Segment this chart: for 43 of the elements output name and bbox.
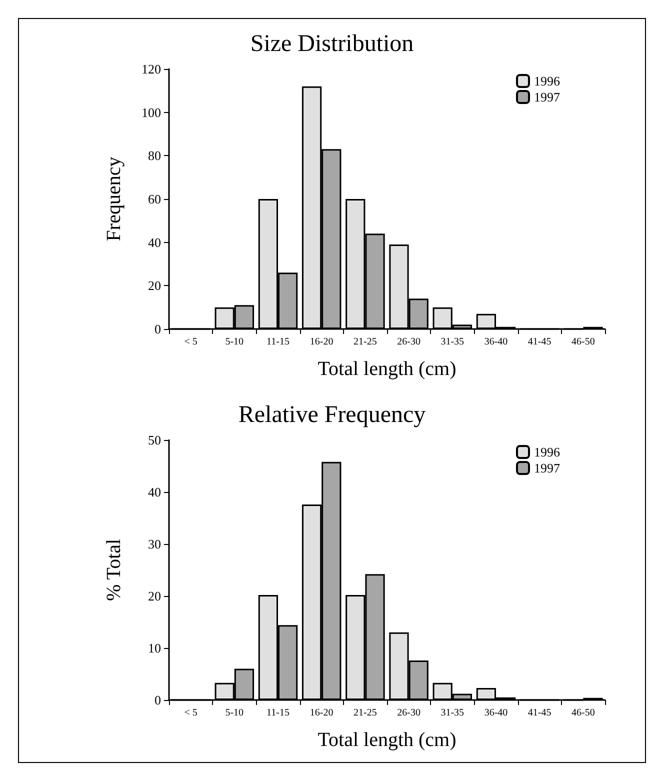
- y-tick-label: 10: [148, 640, 161, 656]
- legend-label: 1997: [534, 460, 560, 476]
- x-axis-title: Total length (cm): [318, 358, 456, 380]
- x-tick-label: 46-50: [572, 336, 595, 348]
- x-tick-label: 21-25: [354, 336, 377, 348]
- x-axis-title: Total length (cm): [318, 729, 456, 751]
- x-tick-label: 31-35: [440, 336, 464, 348]
- y-tick-label: 40: [148, 484, 161, 500]
- x-tick-label: 31-35: [440, 708, 464, 718]
- x-tick-label: 26-30: [397, 708, 420, 718]
- y-tick-label: 40: [148, 234, 161, 250]
- x-tick-label: 21-25: [354, 708, 377, 718]
- x-tick-label: 11-15: [266, 708, 290, 718]
- x-tick-label: 46-50: [572, 708, 595, 718]
- y-tick-label: 0: [154, 322, 161, 336]
- x-tick-label: 16-20: [310, 336, 334, 348]
- y-tick-label: 0: [154, 692, 161, 708]
- chart-title: Relative Frequency: [238, 402, 426, 428]
- x-tick-label: < 5: [184, 336, 198, 348]
- x-tick-label: 5-10: [225, 708, 244, 718]
- chart-title: Size Distribution: [250, 31, 414, 57]
- y-tick-label: 120: [142, 62, 161, 76]
- y-tick-label: 30: [148, 536, 161, 552]
- y-axis-title: % Total: [103, 538, 125, 602]
- legend-label: 1997: [534, 90, 560, 104]
- x-tick-label: 26-30: [397, 336, 420, 348]
- y-tick-label: 80: [148, 148, 161, 164]
- x-tick-label: 41-45: [528, 336, 552, 348]
- x-tick-label: < 5: [184, 708, 198, 718]
- legend-label: 1996: [534, 74, 560, 88]
- x-tick-label: 16-20: [310, 708, 334, 718]
- y-axis-title: Frequency: [103, 156, 125, 242]
- x-tick-label: 11-15: [266, 336, 290, 348]
- x-tick-label: 5-10: [225, 336, 244, 348]
- y-tick-label: 50: [148, 432, 161, 448]
- y-tick-label: 60: [148, 192, 161, 206]
- x-tick-label: 36-40: [484, 708, 508, 718]
- y-tick-label: 20: [148, 588, 161, 604]
- y-tick-label: 100: [142, 104, 161, 120]
- x-tick-label: 41-45: [528, 708, 552, 718]
- y-tick-label: 20: [148, 278, 161, 294]
- legend-label: 1996: [534, 444, 560, 460]
- x-tick-label: 36-40: [484, 336, 508, 348]
